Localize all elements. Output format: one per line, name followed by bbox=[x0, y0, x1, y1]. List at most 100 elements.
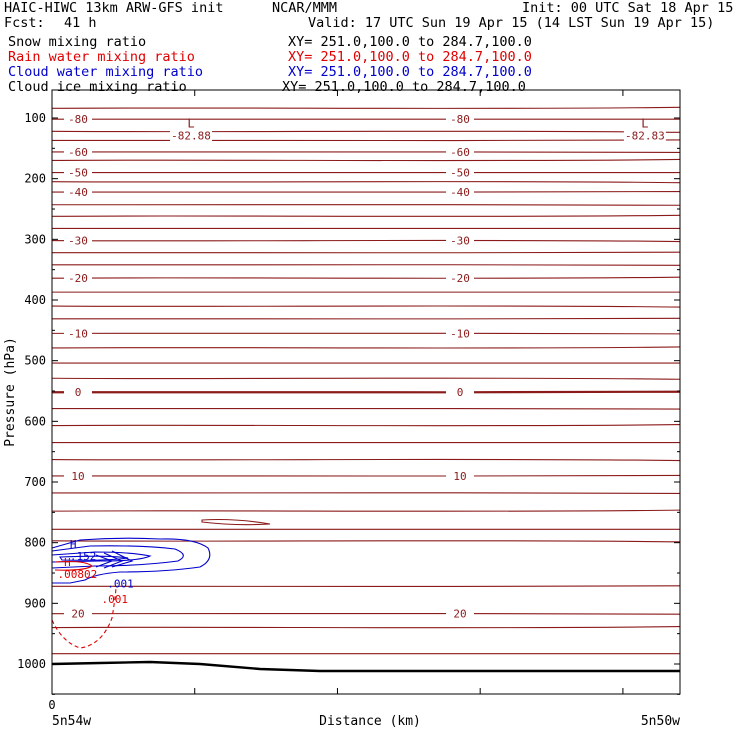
right-endpoint-label: 5n50w bbox=[641, 714, 680, 729]
cloud-water-contour-4 bbox=[58, 555, 129, 561]
isotherm-line bbox=[51, 585, 681, 587]
isotherm-line bbox=[51, 492, 681, 494]
isotherm-closed-contour bbox=[201, 518, 271, 526]
isotherm-label-bg bbox=[446, 386, 474, 399]
low-symbol: L bbox=[187, 117, 194, 131]
isotherm-label: -40 bbox=[450, 186, 470, 199]
y-axis-title: Pressure (hPa) bbox=[3, 337, 18, 447]
isotherm-label-bg bbox=[64, 166, 92, 179]
isotherm-label-bg bbox=[446, 166, 474, 179]
contour-label: .001 bbox=[107, 577, 134, 590]
isotherm-line bbox=[51, 509, 681, 512]
y-tick-label: 1000 bbox=[17, 657, 46, 671]
isotherm-label-bg bbox=[446, 186, 474, 199]
fcst-label: Fcst: bbox=[4, 15, 45, 31]
cloud-water-contour-outer bbox=[51, 537, 211, 584]
isotherm-label-bg bbox=[446, 145, 474, 158]
y-tick-label: 400 bbox=[24, 293, 46, 307]
low-value: -82.88 bbox=[171, 130, 211, 143]
isotherm-label: 10 bbox=[453, 470, 466, 483]
cloud-water-contour-7 bbox=[95, 554, 114, 568]
high-symbol: H bbox=[70, 538, 77, 551]
isotherm-label-bg bbox=[446, 469, 474, 482]
isotherm-line bbox=[51, 239, 681, 243]
isotherm-line bbox=[51, 317, 681, 320]
isotherm-layer: -80 -80 -60 -60 -50 -50 -40 -40 -30 -30 -20 -20 -10 -… bbox=[51, 106, 681, 655]
isotherm-label: -20 bbox=[450, 272, 470, 285]
y-tick-label: 100 bbox=[24, 111, 46, 125]
y-tick-label: 300 bbox=[24, 232, 46, 246]
y-tick-label: 700 bbox=[24, 475, 46, 489]
isotherm-line bbox=[51, 276, 681, 279]
cloud-water-contour-5 bbox=[111, 550, 134, 568]
y-tick-label: 200 bbox=[24, 172, 46, 186]
isotherm-label: -80 bbox=[450, 113, 470, 126]
field-snow-name: Snow mixing ratio bbox=[8, 34, 147, 50]
low-value-bg bbox=[623, 129, 666, 142]
field-snow-xy: XY= 251.0,100.0 to 284.7,100.0 bbox=[288, 34, 532, 50]
isotherm-label-bg bbox=[64, 386, 92, 399]
isotherm-line bbox=[51, 139, 681, 142]
isotherm-line bbox=[51, 181, 681, 184]
fcst-value: 41 h bbox=[64, 15, 97, 31]
isotherm-line bbox=[51, 474, 681, 477]
field-rain-xy: XY= 251.0,100.0 to 284.7,100.0 bbox=[288, 49, 532, 65]
isotherm-label: 20 bbox=[453, 608, 466, 621]
low-symbol: L bbox=[641, 117, 648, 131]
isotherm-line bbox=[51, 613, 681, 615]
title: HAIC-HIWC 13km ARW-GFS init bbox=[4, 0, 224, 16]
cloud-water-contour-2 bbox=[51, 545, 184, 569]
isotherm-label-bg bbox=[64, 607, 92, 620]
isotherm-label-bg bbox=[446, 327, 474, 340]
isotherm-label: -60 bbox=[68, 146, 88, 159]
isotherm-line bbox=[51, 458, 681, 462]
valid-time: Valid: 17 UTC Sun 19 Apr 15 (14 LST Sun … bbox=[308, 15, 715, 31]
isotherm-line bbox=[51, 377, 681, 380]
field-rain-name: Rain water mixing ratio bbox=[8, 49, 195, 65]
y-tick-label: 800 bbox=[24, 536, 46, 550]
left-endpoint-label: 5n54w bbox=[52, 714, 91, 729]
isotherm-label-bg bbox=[64, 469, 92, 482]
isotherm-line bbox=[51, 151, 681, 154]
terrain-line bbox=[51, 660, 680, 673]
isotherm-label-bg bbox=[64, 327, 92, 340]
y-tick-label: 900 bbox=[24, 596, 46, 610]
field-cloud-water-name: Cloud water mixing ratio bbox=[8, 64, 204, 80]
isotherm-label: -40 bbox=[68, 186, 88, 199]
isotherm-line bbox=[51, 264, 681, 266]
isotherm-label: -60 bbox=[450, 146, 470, 159]
isotherm-label: -80 bbox=[68, 113, 88, 126]
isotherm-line bbox=[51, 106, 681, 109]
isotherm-label: 0 bbox=[75, 386, 82, 399]
contour-label: .001 bbox=[102, 593, 129, 606]
isotherm-line bbox=[51, 158, 681, 162]
cloud-water-contour-6 bbox=[103, 552, 124, 569]
isotherm-line bbox=[51, 305, 681, 308]
isotherm-line bbox=[51, 407, 681, 410]
isotherm-label: -50 bbox=[68, 167, 88, 180]
low-value: -82.83 bbox=[625, 130, 665, 143]
isotherm-line bbox=[51, 214, 681, 217]
high-value: .00802 bbox=[58, 568, 98, 581]
isotherm-label: 0 bbox=[457, 386, 464, 399]
isotherm-label: -30 bbox=[450, 235, 470, 248]
isotherm-label: 20 bbox=[71, 608, 84, 621]
cloud-water-contours bbox=[51, 537, 211, 584]
x-tick-label: 0 bbox=[48, 698, 55, 712]
isotherm-line bbox=[51, 390, 681, 394]
isotherm-label: -10 bbox=[68, 327, 88, 340]
high-symbol: H bbox=[64, 556, 71, 569]
x-axis-title: Distance (km) bbox=[319, 714, 421, 729]
isotherm-label: -10 bbox=[450, 327, 470, 340]
low-value-bg bbox=[170, 129, 213, 142]
org: NCAR/MMM bbox=[272, 0, 338, 16]
isotherm-line bbox=[51, 130, 681, 133]
isotherm-line bbox=[51, 332, 681, 335]
isotherm-line bbox=[51, 251, 681, 254]
isotherm-label-bg bbox=[64, 234, 92, 247]
isotherm-label-bg bbox=[64, 186, 92, 199]
isotherm-line bbox=[51, 626, 681, 629]
